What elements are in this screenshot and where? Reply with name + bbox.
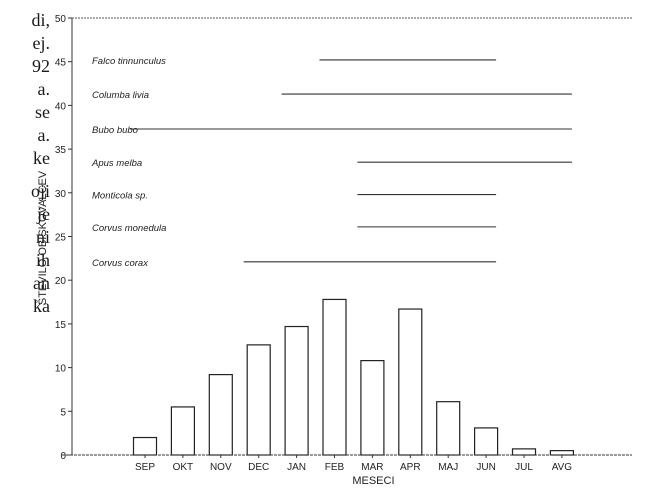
text-fragment: ka bbox=[33, 296, 50, 316]
text-fragment: di, bbox=[31, 10, 50, 30]
bar bbox=[132, 436, 158, 456]
bar bbox=[322, 298, 347, 456]
y-tick-label: 30 bbox=[55, 189, 67, 200]
species-label: Corvus corax bbox=[92, 258, 149, 269]
text-fragment: ke bbox=[33, 148, 50, 168]
y-tick-label: 10 bbox=[55, 364, 67, 375]
x-tick-label: NOV bbox=[210, 462, 232, 473]
x-tick-label: JAN bbox=[287, 462, 306, 473]
y-tick-label: 25 bbox=[55, 233, 67, 244]
y-axis-label: ŠTEVILO OBISKOVALCEV bbox=[36, 170, 49, 305]
bar bbox=[436, 401, 461, 456]
bar bbox=[474, 427, 499, 456]
x-tick-label: OKT bbox=[173, 462, 194, 473]
species-label: Apus melba bbox=[91, 158, 142, 169]
y-tick-label: 40 bbox=[55, 101, 67, 112]
text-fragment: se bbox=[35, 102, 50, 122]
y-axis-ticks: 0 5 10 15 20 25 30 35 40 45 50 bbox=[55, 14, 72, 462]
text-fragment: 92 bbox=[32, 56, 50, 76]
y-tick-label: 5 bbox=[60, 407, 66, 418]
text-fragment: ih bbox=[35, 250, 50, 270]
x-tick-label: MAJ bbox=[438, 462, 458, 473]
text-fragment: je bbox=[37, 204, 50, 224]
text-fragment: oji bbox=[30, 181, 50, 201]
y-tick-label: 35 bbox=[55, 145, 67, 156]
text-fragment: a. bbox=[37, 79, 51, 99]
bar bbox=[246, 344, 271, 456]
x-axis-label: MESECI bbox=[352, 475, 394, 487]
x-tick-label: DEC bbox=[248, 462, 269, 473]
bar-series bbox=[132, 298, 575, 456]
body-text-column: di, ej. 92 a. se a. ke oji je ni ih an ka bbox=[0, 0, 52, 488]
bar bbox=[511, 448, 537, 456]
x-tick-label: FEB bbox=[325, 462, 345, 473]
species-label: Columba livia bbox=[92, 90, 149, 101]
species-label: Falco tinnunculus bbox=[92, 56, 166, 67]
y-tick-label: 15 bbox=[55, 320, 67, 331]
x-tick-label: JUL bbox=[515, 462, 533, 473]
species-label: Corvus monedula bbox=[92, 223, 166, 234]
x-tick-label: MAR bbox=[361, 462, 383, 473]
text-fragment: ni bbox=[35, 227, 50, 247]
y-tick-label: 0 bbox=[60, 451, 66, 462]
text-fragment: an bbox=[33, 273, 50, 293]
y-tick-label: 45 bbox=[55, 58, 67, 69]
text-fragment: ej. bbox=[32, 33, 51, 53]
bar bbox=[208, 373, 233, 456]
y-tick-label: 20 bbox=[55, 276, 67, 287]
x-tick-label: SEP bbox=[135, 462, 155, 473]
y-tick-label: 50 bbox=[55, 14, 67, 25]
bar bbox=[549, 450, 575, 456]
species-label: Bubo bubo bbox=[92, 125, 138, 136]
text-fragment: a. bbox=[37, 125, 51, 145]
bar bbox=[398, 308, 423, 456]
x-tick-label: JUN bbox=[476, 462, 495, 473]
bar bbox=[360, 360, 385, 456]
x-tick-label: AVG bbox=[552, 462, 573, 473]
bar bbox=[284, 325, 309, 456]
bar bbox=[170, 406, 195, 456]
x-tick-label: APR bbox=[400, 462, 421, 473]
species-presence-lines: Falco tinnunculus Columba livia Bubo bubo A… bbox=[91, 56, 572, 269]
species-label: Monticola sp. bbox=[92, 191, 148, 202]
x-axis-ticks: SEP OKT NOV DEC JAN FEB MAR APR MAJ JUN JUL AVG bbox=[135, 455, 572, 473]
